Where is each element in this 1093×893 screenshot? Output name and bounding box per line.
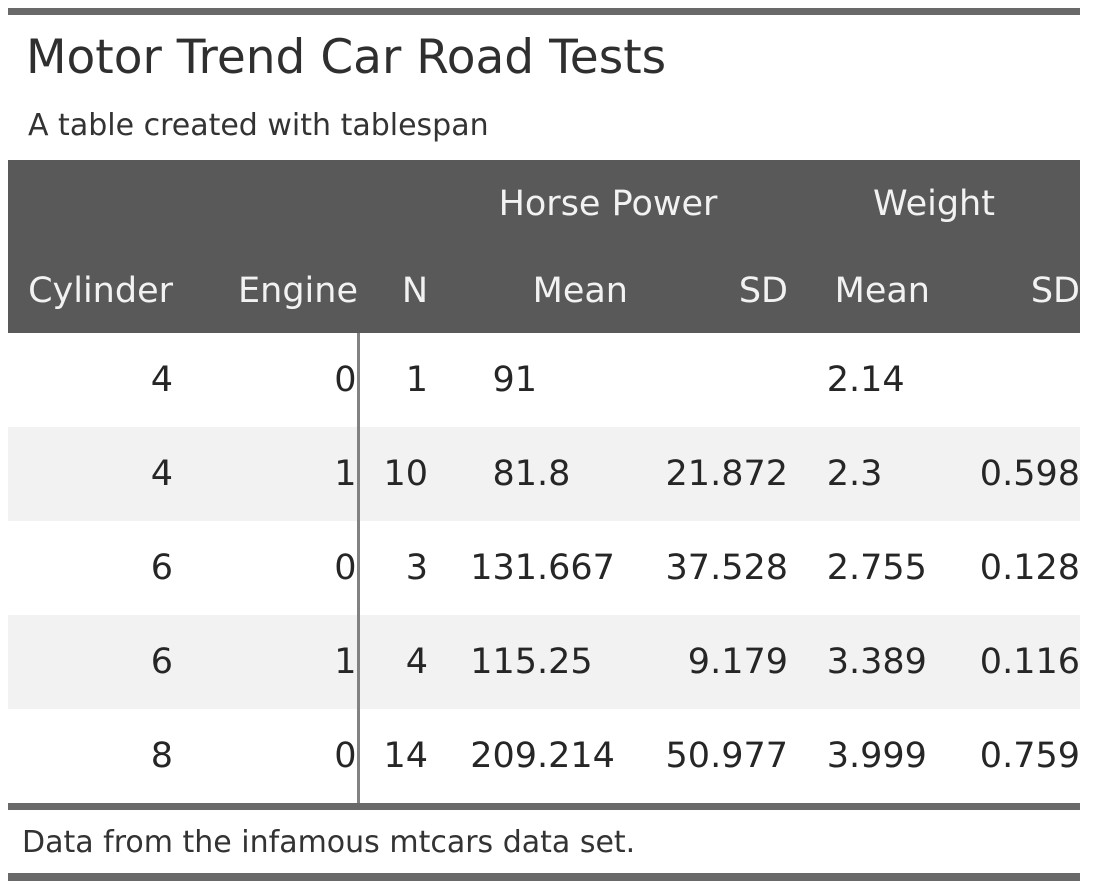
column-header-wt-mean: Mean <box>834 270 930 311</box>
cell-wt-sd: 0.759 <box>979 736 1080 776</box>
cell-hp-sd: 50.977 <box>665 736 788 776</box>
cell-hp-mean: 209.214 <box>470 736 615 776</box>
spanner-row: Horse Power Weight <box>8 160 1080 248</box>
column-spanner-horse-power: Horse Power <box>498 184 718 224</box>
cell-n: 10 <box>383 454 428 494</box>
cell-hp-sd: 21.872 <box>665 454 788 494</box>
bottom-rule-bar <box>8 873 1080 881</box>
cell-hp-mean: 81.8 <box>492 454 571 494</box>
column-label-row: Cylinder Engine N Mean SD Mean SD <box>8 248 1080 333</box>
cell-wt-mean: 3.389 <box>826 642 927 682</box>
table-row: 6 0 3 131.667 37.528 2.755 0.128 <box>8 521 1080 615</box>
cell-n: 14 <box>383 736 428 776</box>
cell-engine: 0 <box>173 521 360 615</box>
cell-hp-sd: 9.179 <box>687 642 788 682</box>
table-row: 8 0 14 209.214 50.977 3.999 0.759 <box>8 709 1080 803</box>
cell-cylinder: 6 <box>150 642 173 682</box>
cell-hp-mean: 91 <box>492 360 537 400</box>
column-header-cylinder: Cylinder <box>28 270 173 311</box>
data-table: Horse Power Weight Cylinder Engine N Mea… <box>8 160 1080 803</box>
cell-engine: 0 <box>173 709 360 803</box>
table-row: 4 1 10 81.8 21.872 2.3 0.598 <box>8 427 1080 521</box>
cell-engine: 1 <box>173 615 360 709</box>
cell-n: 4 <box>405 642 428 682</box>
column-header-hp-mean: Mean <box>532 270 628 311</box>
cell-cylinder: 4 <box>150 454 173 494</box>
column-header-hp-sd: SD <box>738 270 788 311</box>
cell-n: 3 <box>405 548 428 588</box>
table-figure: Motor Trend Car Road Tests A table creat… <box>8 0 1080 881</box>
cell-wt-sd <box>930 333 1080 427</box>
cell-hp-sd: 37.528 <box>665 548 788 588</box>
cell-hp-sd <box>628 333 788 427</box>
cell-engine: 0 <box>173 333 360 427</box>
table-row: 4 0 1 91 2.14 <box>8 333 1080 427</box>
cell-hp-mean: 115.25 <box>470 642 593 682</box>
column-header-engine: Engine <box>238 270 358 311</box>
page-subtitle: A table created with tablespan <box>28 108 489 143</box>
cell-n: 1 <box>405 360 428 400</box>
cell-cylinder: 6 <box>150 548 173 588</box>
cell-wt-mean: 2.755 <box>826 548 927 588</box>
cell-hp-mean: 131.667 <box>470 548 615 588</box>
spanner-spacer <box>8 160 428 248</box>
cell-engine: 1 <box>173 427 360 521</box>
column-header-n: N <box>401 270 428 311</box>
cell-wt-sd: 0.116 <box>979 642 1080 682</box>
top-rule-bar <box>8 8 1080 15</box>
cell-wt-mean: 2.3 <box>826 454 883 494</box>
page-title: Motor Trend Car Road Tests <box>26 30 667 85</box>
cell-cylinder: 8 <box>150 736 173 776</box>
cell-wt-mean: 3.999 <box>826 736 927 776</box>
table-row: 6 1 4 115.25 9.179 3.389 0.116 <box>8 615 1080 709</box>
cell-wt-sd: 0.128 <box>979 548 1080 588</box>
cell-wt-mean: 2.14 <box>826 360 905 400</box>
cell-wt-sd: 0.598 <box>979 454 1080 494</box>
table-bottom-rule-bar <box>8 803 1080 810</box>
cell-cylinder: 4 <box>150 360 173 400</box>
table-header: Horse Power Weight Cylinder Engine N Mea… <box>8 160 1080 333</box>
column-spanner-weight: Weight <box>873 184 995 224</box>
table-body: 4 0 1 91 2.14 4 1 10 81.8 21.872 2.3 0.5… <box>8 333 1080 803</box>
column-header-wt-sd: SD <box>1030 270 1080 311</box>
table-footnote: Data from the infamous mtcars data set. <box>22 825 636 860</box>
